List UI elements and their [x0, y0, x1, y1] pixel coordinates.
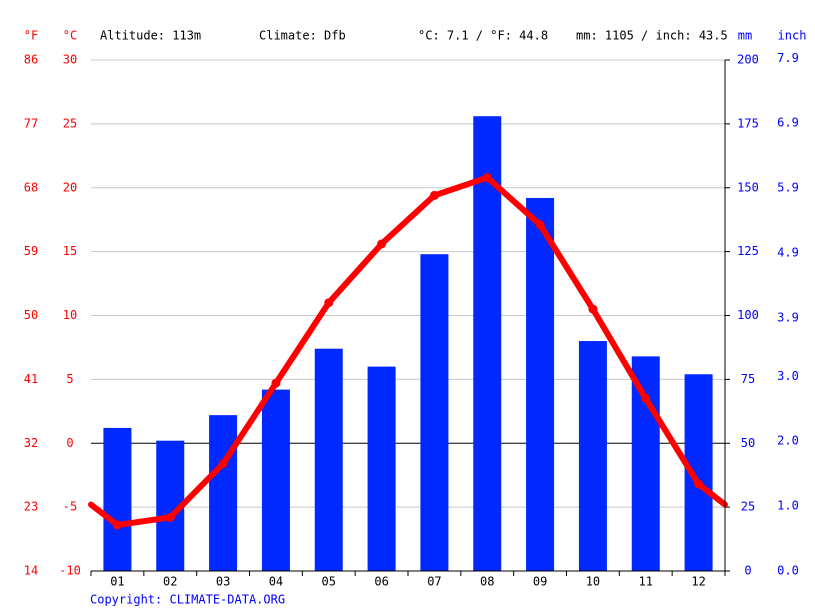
x-tick-label: 04 [269, 575, 283, 589]
copyright: Copyright: CLIMATE-DATA.ORG [90, 593, 285, 607]
y-tick-label: 30 [63, 53, 77, 67]
x-tick-label: 05 [322, 575, 336, 589]
bar [420, 254, 449, 571]
temp-avg: °C: 7.1 / °F: 44.8 [418, 29, 548, 43]
y-tick-label: 15 [63, 244, 77, 258]
bar [261, 389, 290, 571]
x-tick-label: 02 [163, 575, 177, 589]
bar [103, 427, 132, 571]
bar [526, 197, 555, 571]
y-f-tick-label: 86 [24, 53, 38, 67]
y-f-tick-label: 14 [24, 564, 38, 578]
y-f-tick-label: 59 [24, 244, 38, 258]
y-inch-tick-label: 3.9 [777, 310, 799, 324]
y-inch-tick-label: 7.9 [777, 51, 799, 65]
climate: Climate: Dfb [259, 29, 346, 43]
y2-tick-label: 75 [741, 372, 755, 386]
y-inch-tick-label: 0.0 [777, 564, 799, 578]
y2-tick-label: 0 [744, 564, 751, 578]
bar [367, 366, 396, 571]
y-inch-tick-label: 3.0 [777, 369, 799, 383]
x-tick-label: 08 [480, 575, 494, 589]
y-inch-tick-label: 5.9 [777, 181, 799, 195]
bar [631, 356, 660, 571]
y-f-tick-label: 50 [24, 308, 38, 322]
temperature-point [641, 394, 651, 404]
x-tick-label: 07 [427, 575, 441, 589]
temperature-point [482, 173, 492, 183]
temperature-point [377, 239, 387, 249]
y-tick-label: -10 [59, 564, 81, 578]
temperature-point [535, 220, 545, 230]
x-tick-label: 10 [586, 575, 600, 589]
temperature-point [218, 459, 228, 469]
y-inch-tick-label: 6.9 [777, 116, 799, 130]
y-f-tick-label: 23 [24, 500, 38, 514]
temperature-point [324, 298, 334, 308]
bar [473, 116, 502, 572]
y-f-tick-label: 41 [24, 372, 38, 386]
x-tick-label: 01 [110, 575, 124, 589]
y-inch-tick-label: 1.0 [777, 499, 799, 513]
y2-tick-label: 200 [737, 53, 759, 67]
line-wrap [695, 481, 728, 508]
temperature-point [694, 479, 704, 489]
temperature-point [429, 190, 439, 200]
y-f-tick-label: 68 [24, 180, 38, 194]
y-tick-label: 0 [66, 436, 73, 450]
line-wrap [88, 501, 121, 529]
y2-tick-label: 100 [737, 308, 759, 322]
temperature-point [588, 304, 598, 314]
temperature-line [116, 174, 702, 528]
c-unit: °C [63, 29, 77, 43]
x-tick-label: 03 [216, 575, 230, 589]
temperature-point [271, 378, 281, 388]
bar [578, 341, 607, 571]
y-inch-tick-label: 4.9 [777, 246, 799, 260]
y2-tick-label: 125 [737, 244, 759, 258]
x-tick-label: 09 [533, 575, 547, 589]
y-f-tick-label: 77 [24, 116, 38, 130]
y-tick-label: 5 [66, 372, 73, 386]
temperature-point [112, 520, 122, 530]
x-tick-label: 06 [374, 575, 388, 589]
y2-tick-label: 150 [737, 180, 759, 194]
y-tick-label: -5 [63, 500, 77, 514]
f-unit: °F [24, 29, 38, 43]
inch-unit: inch [778, 29, 807, 43]
y2-tick-label: 175 [737, 116, 759, 130]
bar [314, 348, 343, 571]
y-tick-label: 10 [63, 308, 77, 322]
y-inch-tick-label: 2.0 [777, 434, 799, 448]
y-tick-label: 20 [63, 180, 77, 194]
altitude: Altitude: 113m [100, 29, 201, 43]
y2-tick-label: 25 [741, 500, 755, 514]
bar [209, 415, 238, 571]
mm-unit: mm [738, 29, 752, 43]
y-tick-label: 25 [63, 116, 77, 130]
x-tick-label: 12 [691, 575, 705, 589]
precip-total: mm: 1105 / inch: 43.5 [576, 29, 728, 43]
y-f-tick-label: 32 [24, 436, 38, 450]
y2-tick-label: 50 [741, 436, 755, 450]
temperature-point [165, 512, 175, 522]
x-tick-label: 11 [639, 575, 653, 589]
